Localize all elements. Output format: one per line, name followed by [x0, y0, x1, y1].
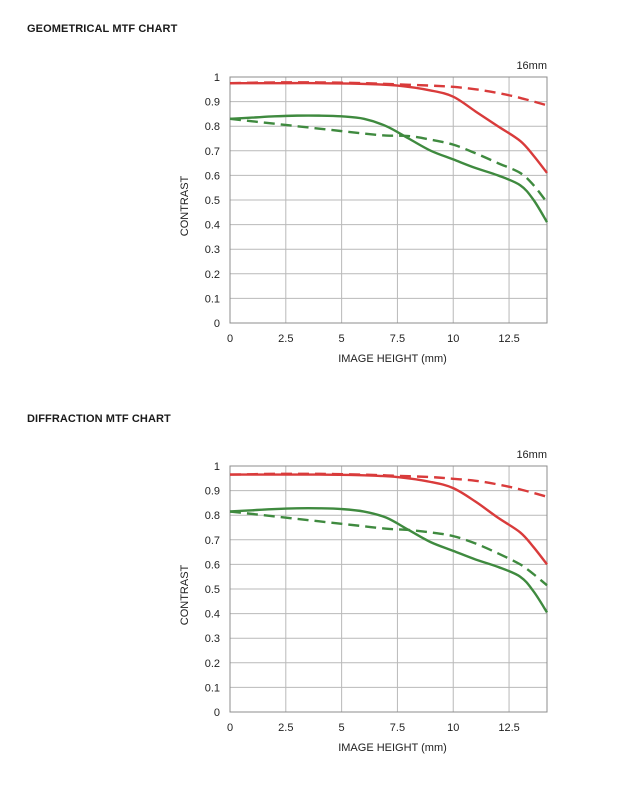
x-tick-label: 5 — [339, 722, 345, 734]
x-tick-label: 2.5 — [278, 722, 293, 734]
y-tick-label: 0 — [214, 318, 220, 330]
x-axis-label: IMAGE HEIGHT (mm) — [338, 353, 447, 365]
y-tick-label: 0.9 — [205, 97, 220, 109]
y-tick-label: 0.7 — [205, 146, 220, 158]
series-line-1 — [229, 472, 548, 498]
x-tick-label: 5 — [339, 333, 345, 345]
y-tick-label: 0.1 — [205, 682, 220, 694]
series-line-3 — [229, 510, 548, 587]
y-tick-label: 0.2 — [205, 658, 220, 670]
y-tick-label: 0.4 — [205, 609, 220, 621]
x-tick-label: 2.5 — [278, 333, 293, 345]
y-tick-label: 0.6 — [205, 170, 220, 182]
y-tick-label: 0.3 — [205, 244, 220, 256]
y-tick-label: 1 — [214, 461, 220, 473]
y-tick-label: 0.8 — [205, 510, 220, 522]
x-tick-label: 12.5 — [498, 333, 519, 345]
focal-length-label: 16mm — [516, 449, 547, 461]
y-tick-label: 0.7 — [205, 535, 220, 547]
x-tick-label: 10 — [447, 722, 459, 734]
x-tick-label: 0 — [227, 722, 233, 734]
geometrical-mtf-chart-title: GEOMETRICAL MTF CHART — [27, 23, 178, 35]
y-tick-label: 0.6 — [205, 559, 220, 571]
y-tick-label: 0.5 — [205, 584, 220, 596]
series-line-2 — [229, 507, 549, 614]
y-tick-label: 0.5 — [205, 195, 220, 207]
y-tick-label: 1 — [214, 72, 220, 84]
y-tick-label: 0 — [214, 707, 220, 719]
y-tick-label: 0.8 — [205, 121, 220, 133]
y-axis-label: CONTRAST — [179, 175, 191, 236]
focal-length-label: 16mm — [516, 60, 547, 72]
geometrical-mtf-chart: 00.10.20.30.40.50.60.70.80.910 2.5 5 7.5 10 1… — [179, 60, 549, 365]
x-tick-label: 7.5 — [390, 333, 405, 345]
series-line-1 — [229, 81, 548, 107]
y-tick-label: 0.4 — [205, 220, 220, 232]
series-line-3 — [229, 117, 548, 204]
x-tick-label: 0 — [227, 333, 233, 345]
x-tick-label: 7.5 — [390, 722, 405, 734]
x-tick-label: 10 — [447, 333, 459, 345]
series-line-2 — [229, 114, 549, 223]
y-tick-label: 0.3 — [205, 633, 220, 645]
y-tick-label: 0.1 — [205, 293, 220, 305]
plot-frame — [229, 76, 548, 324]
y-tick-label: 0.2 — [205, 269, 220, 281]
y-tick-label: 0.9 — [205, 486, 220, 498]
plot-frame — [229, 465, 548, 713]
diffraction-mtf-chart: 00.10.20.30.40.50.60.70.80.910 2.5 5 7.5 10 1… — [179, 449, 549, 754]
diffraction-mtf-chart-title: DIFFRACTION MTF CHART — [27, 413, 171, 425]
y-axis-label: CONTRAST — [179, 564, 191, 625]
x-axis-label: IMAGE HEIGHT (mm) — [338, 742, 447, 754]
x-tick-label: 12.5 — [498, 722, 519, 734]
